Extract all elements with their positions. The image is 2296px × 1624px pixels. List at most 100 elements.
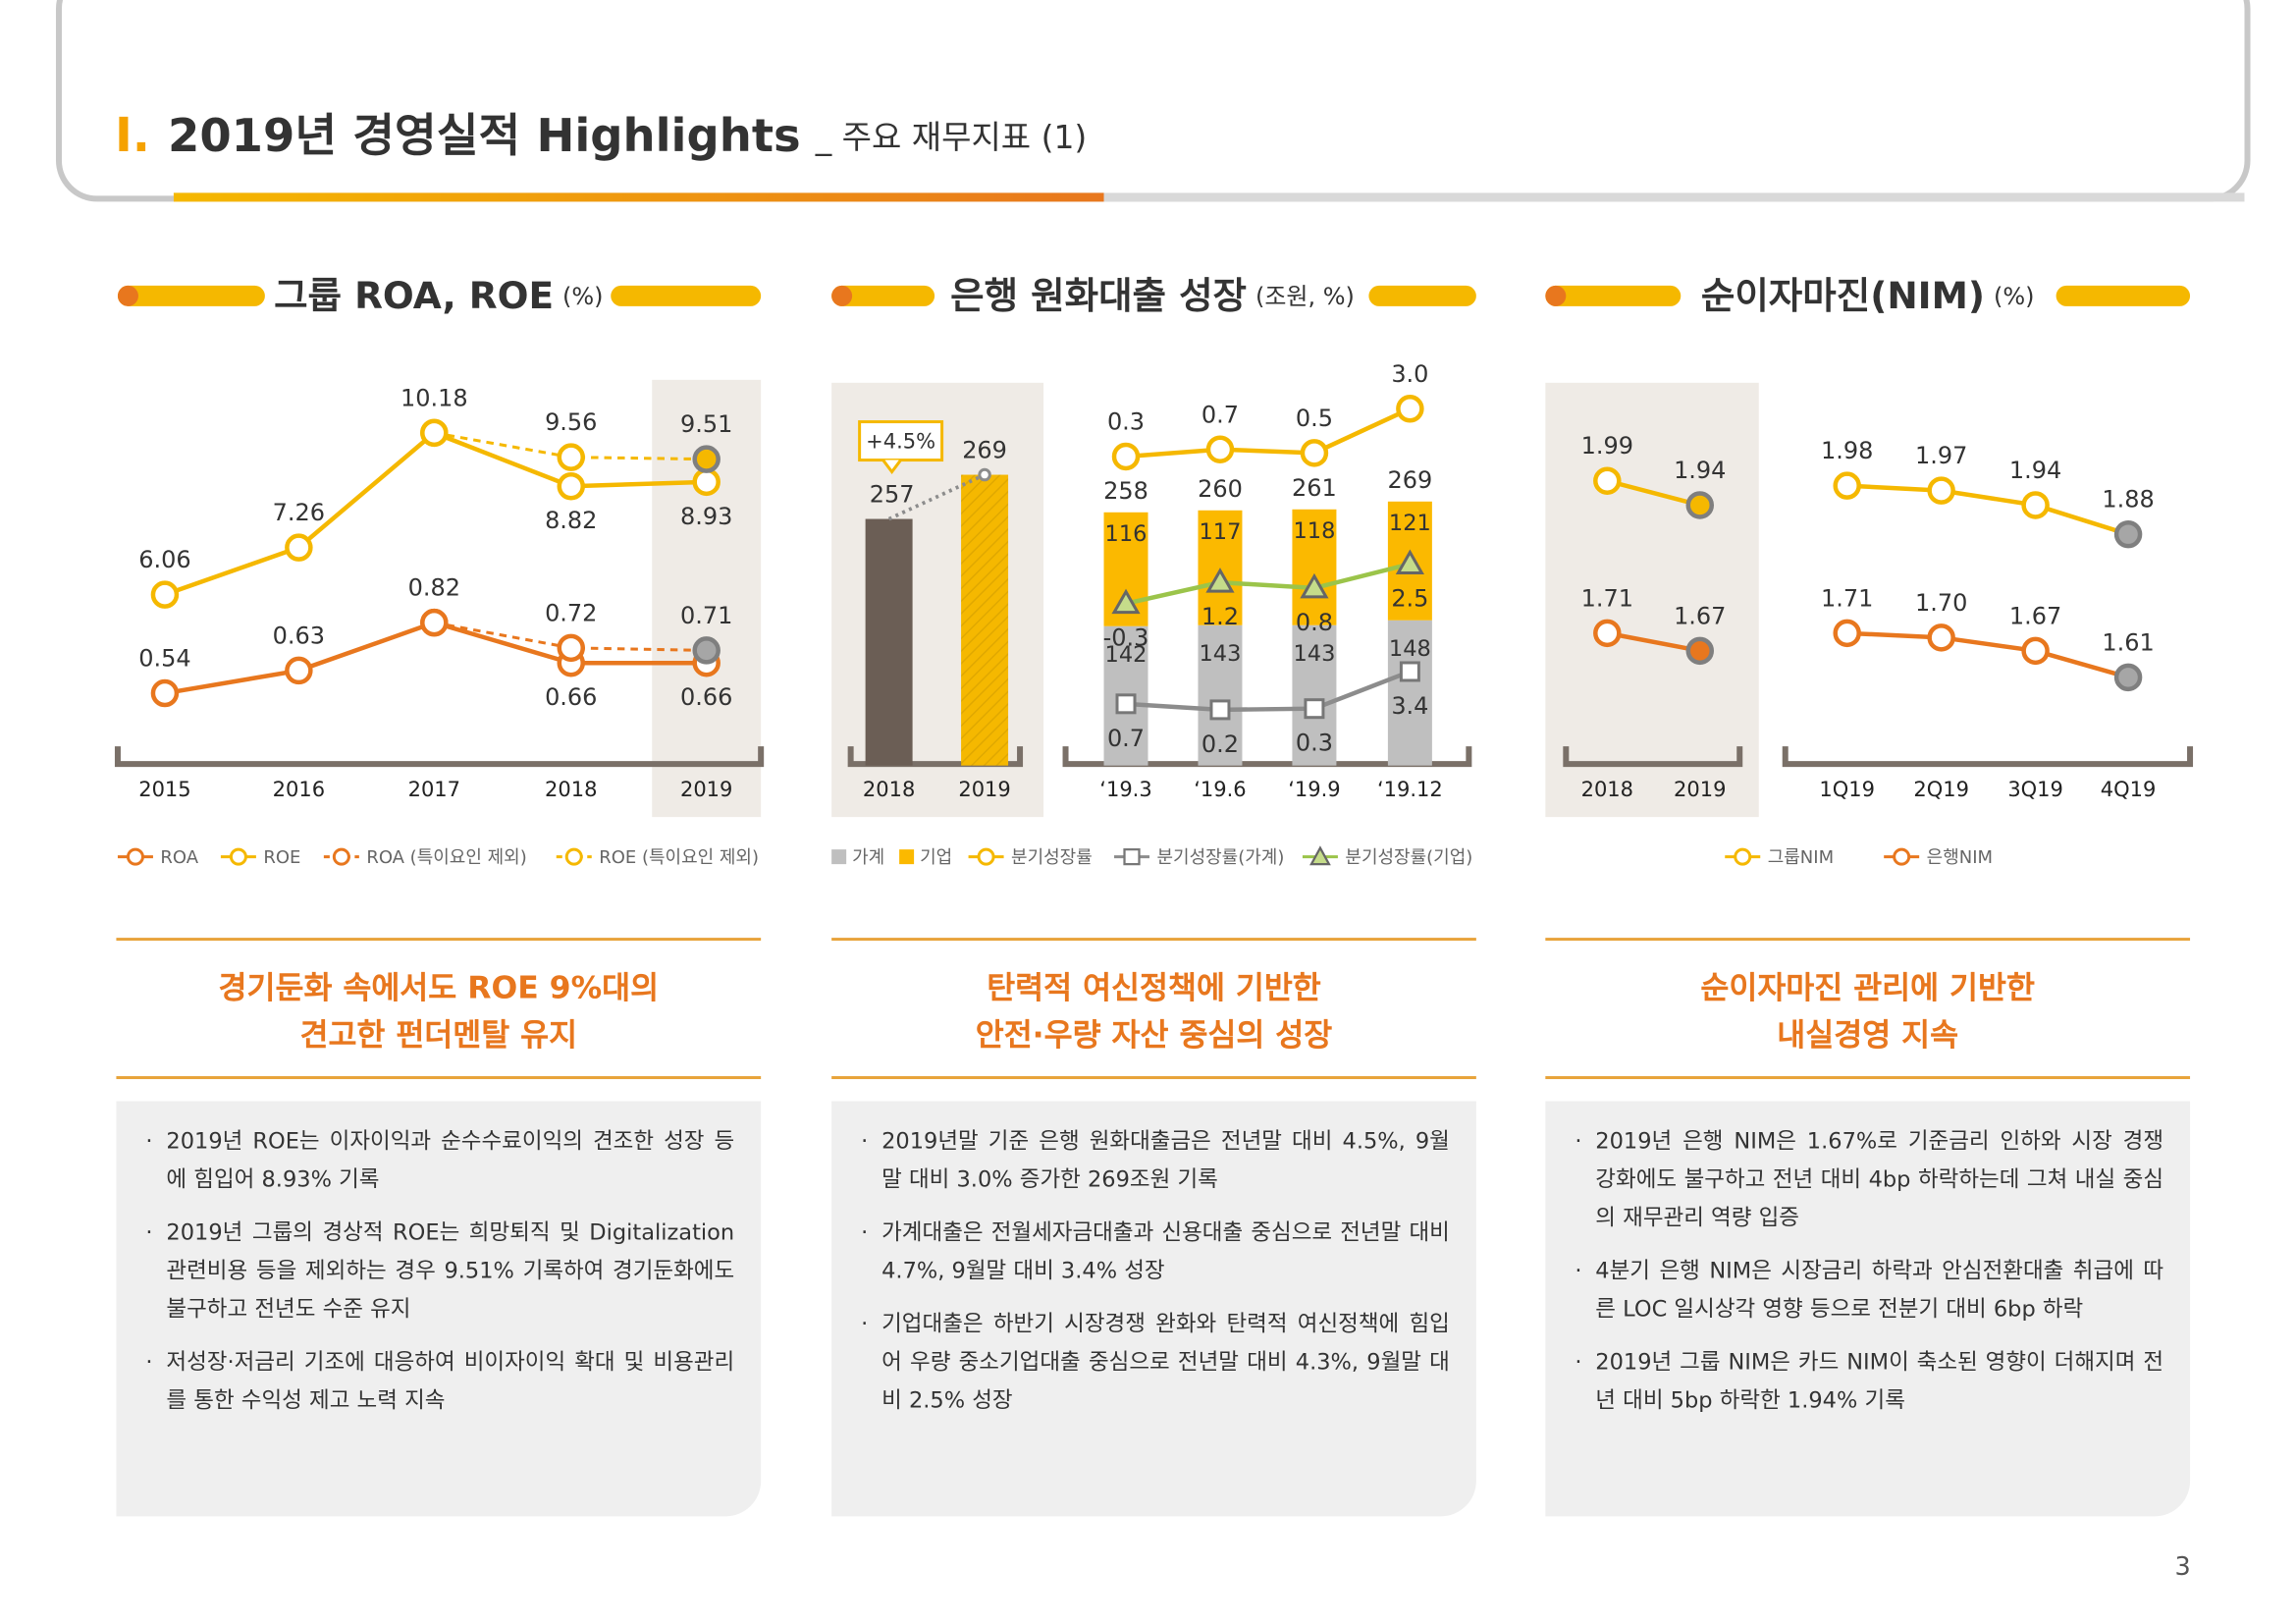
line-point: [1593, 619, 1622, 648]
data-label: 1.71: [1821, 584, 1873, 612]
progress-bar: [173, 192, 1104, 202]
axis-bracket: [1563, 746, 1743, 768]
line-series: [1125, 562, 1411, 606]
data-label: 0.54: [138, 645, 190, 673]
data-label: -0.3: [1103, 624, 1149, 652]
line-point: [1205, 568, 1235, 593]
data-label: 1.71: [1581, 584, 1633, 612]
section-title: 순이자마진(NIM) (%): [1701, 273, 2035, 316]
line-point: [1304, 698, 1325, 720]
line-point: [692, 445, 721, 473]
data-label: 1.67: [1674, 602, 1726, 629]
data-label: 9.51: [680, 410, 732, 438]
data-label: 3.0: [1391, 360, 1428, 388]
chart-unit: (%): [562, 283, 603, 310]
segment-label: 143: [1293, 641, 1335, 667]
segment-label: 118: [1293, 518, 1335, 544]
line-point: [285, 656, 313, 685]
annotation-box: [858, 420, 944, 462]
data-label: 0.5: [1296, 405, 1333, 432]
bullet: 2019년 그룹 NIM은 카드 NIM이 축소된 영향이 더해지며 전년 대비…: [1575, 1342, 2163, 1419]
bar-segment: [1198, 624, 1243, 766]
legend-marker: [564, 847, 583, 866]
growth-arrow: [887, 472, 986, 521]
data-label: 7.26: [273, 499, 325, 526]
legend-marker: [126, 847, 144, 866]
data-label: 1.97: [1915, 442, 1967, 469]
data-label: 0.72: [545, 599, 597, 626]
line-point: [420, 608, 449, 637]
line-series: [164, 430, 707, 597]
data-label: 1.2: [1201, 603, 1239, 630]
data-label: 1.61: [2102, 628, 2154, 656]
legend-marker: [1123, 848, 1141, 866]
bullet: 2019년 그룹의 경상적 ROE는 희망퇴직 및 Digitalization…: [145, 1213, 734, 1327]
rule: [116, 938, 762, 942]
line-point: [1927, 623, 1955, 652]
x-tick-label: 2019: [680, 778, 732, 801]
legend-label: ROA: [160, 847, 198, 868]
legend-swatch: [899, 849, 915, 865]
data-label: 1.70: [1915, 589, 1967, 617]
legend-marker: [332, 847, 350, 866]
legend-swatch: [831, 849, 847, 865]
headline: 순이자마진 관리에 기반한 내실경영 지속: [1545, 964, 2190, 1058]
line-point: [1593, 466, 1622, 495]
annotation: +4.5%: [866, 430, 935, 454]
x-tick-label: 2018: [1581, 778, 1633, 801]
data-label: 0.82: [408, 574, 460, 602]
line-point: [150, 678, 180, 708]
line-point: [557, 443, 585, 471]
data-label: 0.2: [1201, 731, 1239, 758]
x-tick-label: 4Q19: [2101, 778, 2157, 801]
pill: [831, 285, 935, 306]
axis-bracket: [847, 746, 1024, 768]
annotation-tail: [881, 459, 902, 475]
data-label: 6.06: [138, 546, 190, 573]
rule: [831, 1076, 1476, 1080]
bullet-panel: 2019년 은행 NIM은 1.67%로 기준금리 인하와 시장 경쟁 강화에도…: [1545, 1101, 2191, 1517]
legend-marker: [1734, 847, 1752, 866]
line-point: [1111, 442, 1141, 471]
data-label: 1.67: [2009, 602, 2061, 629]
line-point: [1205, 435, 1235, 463]
bar-segment: [1292, 509, 1337, 625]
x-tick-label: ‘19.9: [1288, 778, 1340, 801]
data-label: 0.7: [1107, 725, 1145, 752]
data-label: 0.66: [545, 683, 597, 711]
line-point: [1685, 636, 1715, 666]
chart-title: 은행 원화대출 성장: [950, 273, 1247, 316]
data-label: 9.56: [545, 408, 597, 436]
legend-label: 분기성장률(가계): [1156, 847, 1284, 868]
bar: [865, 518, 913, 766]
data-label: 0.8: [1296, 609, 1333, 636]
legend-label: ROE: [263, 847, 300, 868]
section-title: 그룹 ROA, ROE (%): [274, 273, 603, 316]
line-point: [557, 472, 585, 501]
line-point: [692, 636, 721, 665]
total-label: 260: [1198, 475, 1243, 503]
x-tick-label: ‘19.6: [1194, 778, 1246, 801]
x-tick-label: 2019: [958, 778, 1010, 801]
legend-label: 분기성장률(기업): [1345, 847, 1472, 868]
legend-label: ROE (특이요인 제외): [599, 847, 759, 868]
line-point: [1833, 471, 1861, 500]
line-point: [1395, 549, 1424, 574]
data-label: 257: [870, 481, 915, 509]
headline-line: 탄력적 여신정책에 기반한: [987, 970, 1321, 1006]
line-point: [557, 633, 585, 663]
subtitle: _ 주요 재무지표 (1): [815, 117, 1088, 155]
data-label: 0.3: [1107, 407, 1145, 435]
x-tick-label: 2018: [545, 778, 597, 801]
rule: [831, 938, 1476, 942]
bullet: 2019년말 기준 은행 원화대출금은 전년말 대비 4.5%, 9월말 대비 …: [861, 1122, 1450, 1199]
title: 2019년 경영실적 Highlights: [168, 108, 801, 161]
bullet-panel: 2019년말 기준 은행 원화대출금은 전년말 대비 4.5%, 9월말 대비 …: [831, 1101, 1476, 1517]
legend-label: 분기성장률: [1011, 847, 1093, 868]
x-tick-label: 2018: [863, 778, 915, 801]
line-point: [2113, 663, 2143, 692]
section-title: 은행 원화대출 성장 (조원, %): [950, 273, 1355, 316]
line-point: [1209, 699, 1231, 721]
line-series: [1606, 478, 1701, 508]
